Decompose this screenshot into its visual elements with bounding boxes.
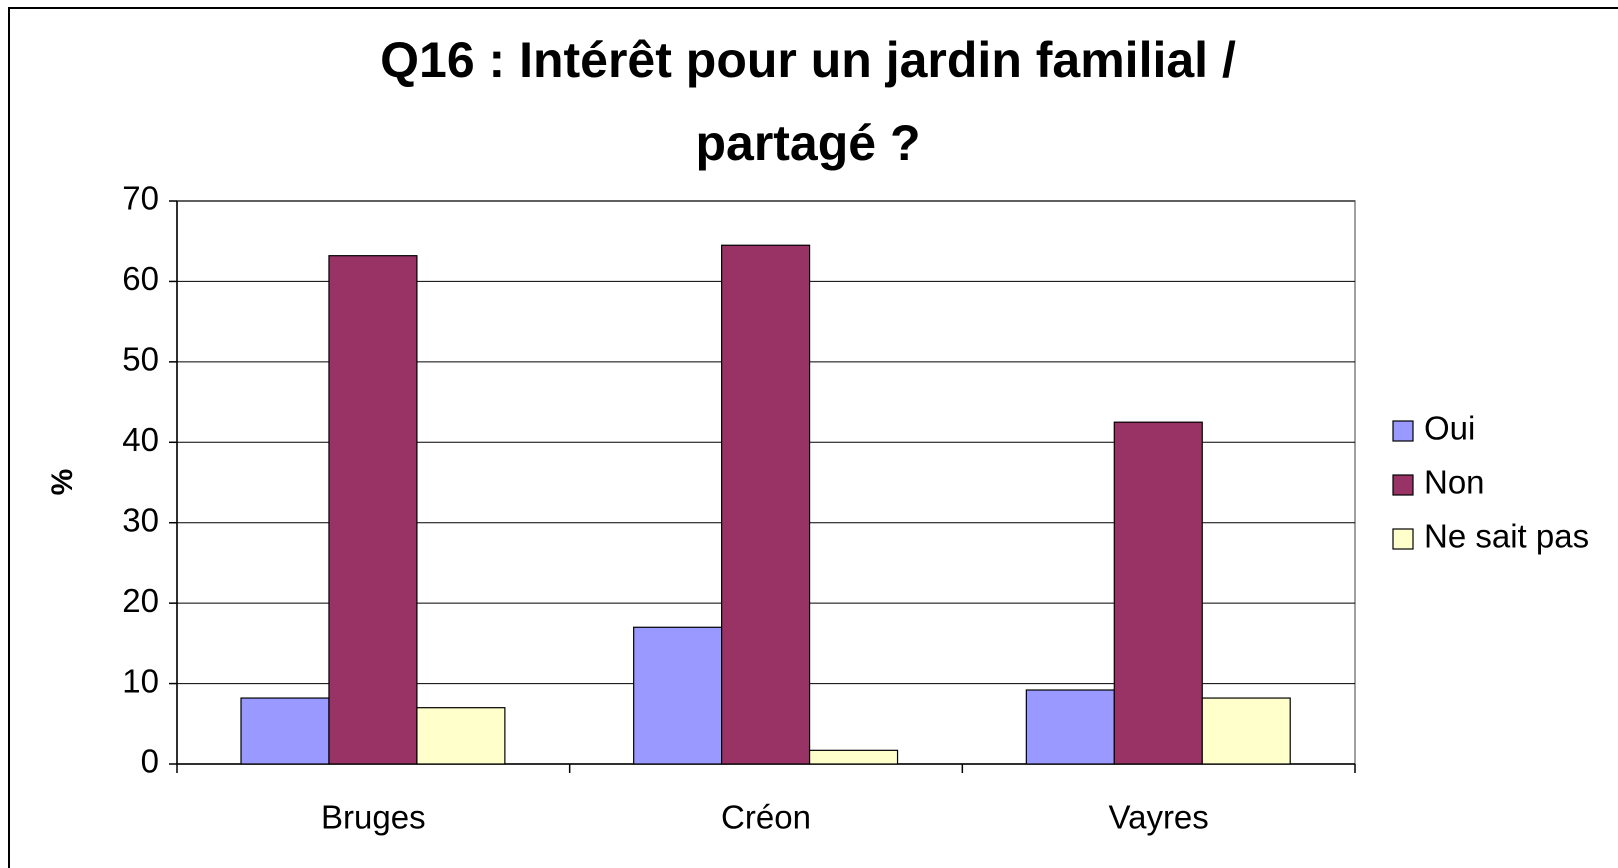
y-tick-label: 30: [122, 501, 159, 538]
x-tick-label: Créon: [721, 799, 811, 836]
chart-title: partagé ?: [695, 115, 920, 171]
x-tick-label: Vayres: [1109, 799, 1209, 836]
y-tick-label: 10: [122, 662, 159, 699]
legend-swatch: [1392, 474, 1414, 496]
bar: [416, 707, 506, 765]
legend-label: Non: [1424, 464, 1485, 501]
legend-swatch: [1392, 420, 1414, 442]
y-tick-label: 40: [122, 421, 159, 458]
legend-label: Oui: [1424, 410, 1475, 447]
x-tick-label: Bruges: [321, 799, 426, 836]
y-tick-label: 0: [141, 743, 159, 780]
bar: [1113, 421, 1203, 765]
bar: [808, 749, 899, 765]
bar: [240, 697, 330, 765]
bar: [1201, 697, 1291, 765]
legend-label: Ne sait pas: [1424, 518, 1589, 555]
bar: [721, 244, 811, 765]
y-tick-label: 60: [122, 260, 159, 297]
y-tick-label: 70: [122, 180, 159, 217]
bar: [633, 626, 723, 765]
y-tick-label: 50: [122, 341, 159, 378]
y-tick-label: 20: [122, 582, 159, 619]
y-axis-label: %: [46, 469, 79, 496]
legend-swatch: [1392, 528, 1414, 550]
bar: [328, 255, 418, 765]
bar: [1025, 689, 1115, 765]
chart-title: Q16 : Intérêt pour un jardin familial /: [380, 32, 1236, 88]
